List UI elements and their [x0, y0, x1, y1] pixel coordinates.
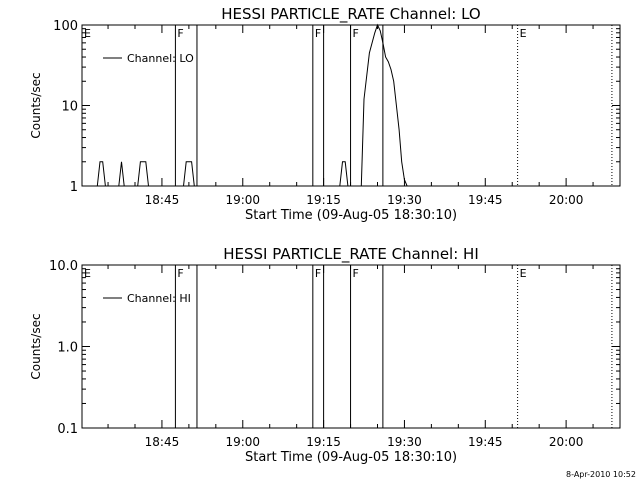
- chart-title-lo: HESSI PARTICLE_RATE Channel: LO: [221, 5, 480, 24]
- x-tick-label: 19:15: [306, 193, 341, 207]
- x-tick-label: 19:15: [306, 435, 341, 449]
- marker-label: F: [315, 267, 321, 280]
- x-tick-label: 18:45: [145, 193, 180, 207]
- y-tick-label: 100: [53, 19, 78, 34]
- y-tick-label: 10.0: [49, 259, 78, 274]
- series-line: [82, 23, 410, 187]
- chart-title-hi: HESSI PARTICLE_RATE Channel: HI: [223, 245, 479, 264]
- marker-label: F: [353, 27, 359, 40]
- marker-label: E: [520, 27, 527, 40]
- x-tick-label: 20:00: [549, 193, 584, 207]
- x-tick-label: 18:45: [145, 435, 180, 449]
- y-axis-label-hi: Counts/sec: [29, 313, 43, 379]
- x-tick-label: 19:00: [225, 193, 260, 207]
- marker-label: E: [84, 267, 91, 280]
- x-tick-label: 19:45: [468, 435, 503, 449]
- marker-label: F: [315, 27, 321, 40]
- y-tick-label: 10: [61, 100, 78, 115]
- chart-panel-hi: HESSI PARTICLE_RATE Channel: HI Counts/se…: [29, 245, 621, 465]
- footer-timestamp: 8-Apr-2010 10:52: [566, 470, 636, 479]
- x-axis-label-hi: Start Time (09-Aug-05 18:30:10): [245, 450, 457, 465]
- legend-entry: Channel: LO: [127, 52, 194, 65]
- marker-label: E: [84, 27, 91, 40]
- x-tick-label: 20:00: [549, 435, 584, 449]
- x-tick-label: 19:45: [468, 193, 503, 207]
- y-tick-label: 0.1: [57, 422, 78, 437]
- y-axis-label-lo: Counts/sec: [29, 72, 43, 138]
- legend-entry: Channel: HI: [127, 292, 191, 305]
- marker-label: E: [520, 267, 527, 280]
- y-tick-label: 1: [70, 180, 78, 195]
- x-axis-label-lo: Start Time (09-Aug-05 18:30:10): [245, 208, 457, 223]
- marker-label: F: [177, 267, 183, 280]
- marker-label: F: [353, 267, 359, 280]
- chart-panel-lo: HESSI PARTICLE_RATE Channel: LO Counts/se…: [29, 5, 621, 223]
- y-tick-label: 1.0: [57, 341, 78, 356]
- x-tick-label: 19:30: [387, 435, 422, 449]
- x-tick-label: 19:30: [387, 193, 422, 207]
- x-tick-label: 19:00: [225, 435, 260, 449]
- marker-label: F: [177, 27, 183, 40]
